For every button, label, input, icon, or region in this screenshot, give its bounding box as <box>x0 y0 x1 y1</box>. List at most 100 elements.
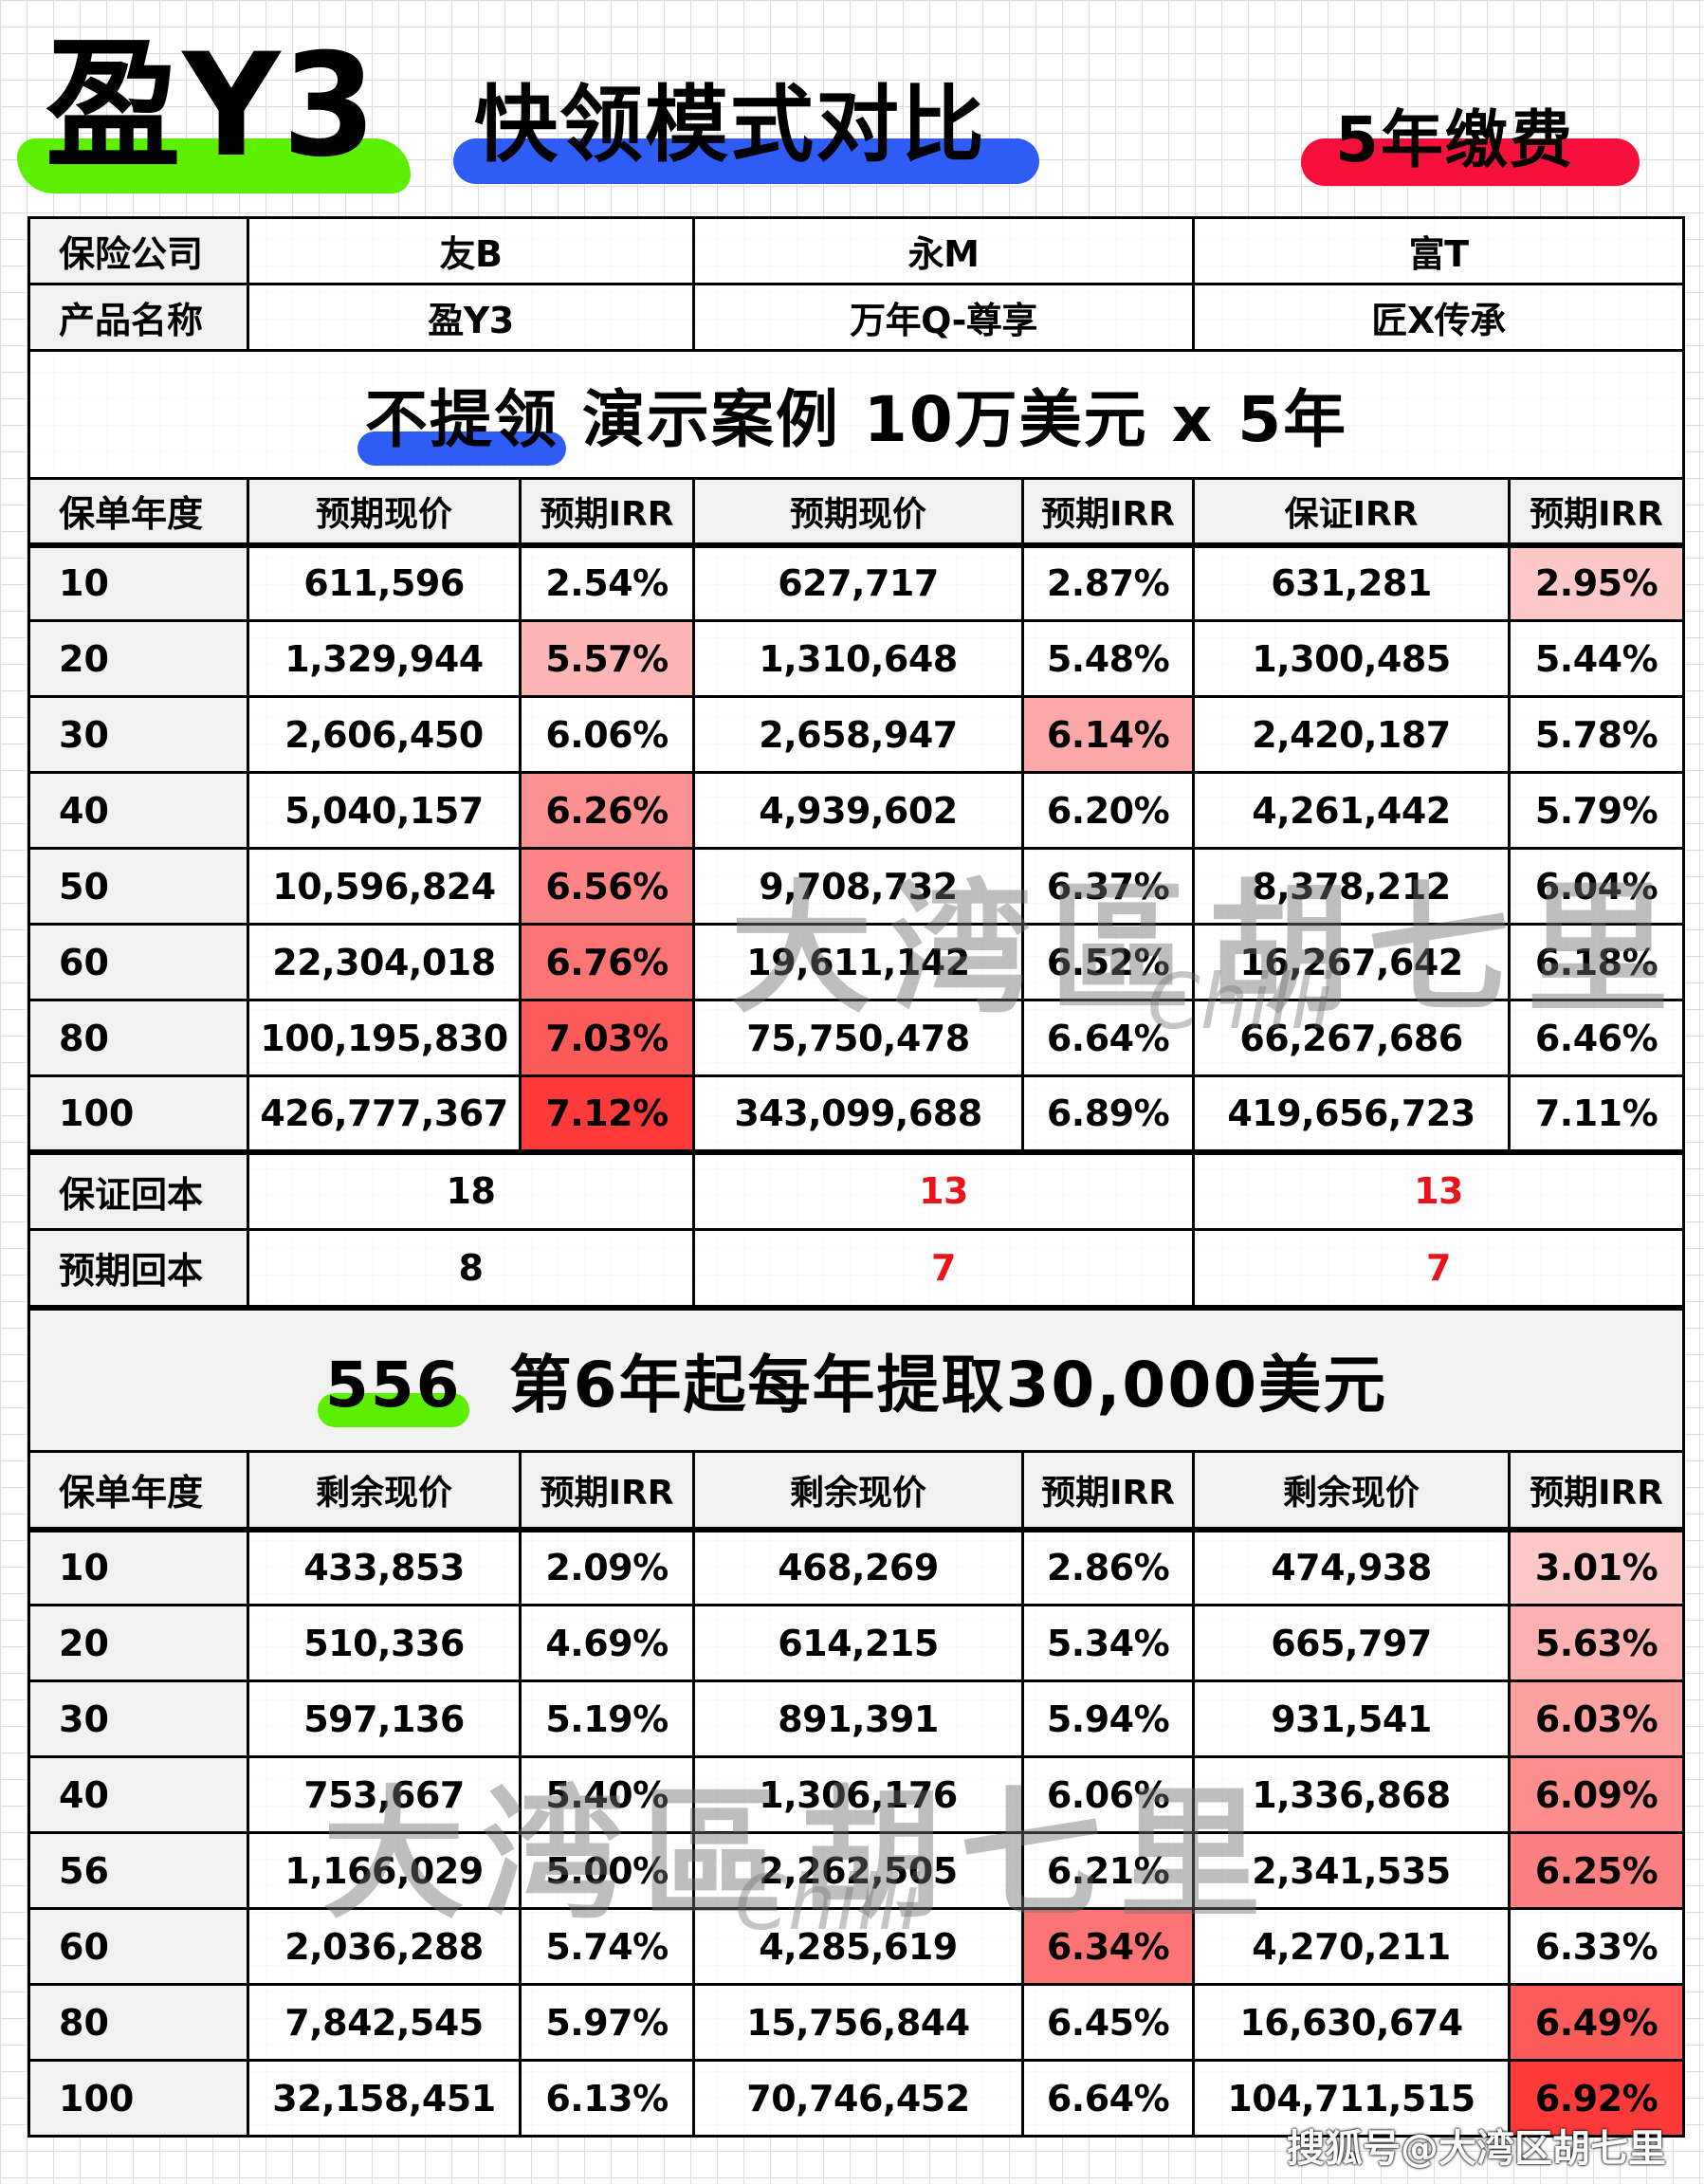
value-cell-col4: 5.34% <box>1020 1604 1196 1682</box>
value-cell-col6: 5.63% <box>1508 1604 1686 1682</box>
company-2: 永M <box>691 216 1196 285</box>
s2-header-col3: 剩余现价 <box>692 1450 1024 1531</box>
value-cell-col3: 614,215 <box>692 1604 1024 1682</box>
value-cell-col3: 468,269 <box>692 1526 1024 1606</box>
value-cell-col4: 6.14% <box>1020 695 1196 774</box>
value-cell-col6: 6.49% <box>1508 1983 1686 2062</box>
value-cell-col5: 419,656,723 <box>1192 1074 1512 1153</box>
value-cell-col1: 7,842,545 <box>247 1983 522 2062</box>
table-row: 100 426,777,367 7.12% 343,099,688 6.89% 419,6… <box>27 1074 1686 1153</box>
value-cell-col4: 6.21% <box>1020 1831 1196 1910</box>
value-cell-col2: 7.03% <box>519 999 695 1077</box>
red-brush-stroke <box>1301 138 1640 186</box>
policy-year-cell: 60 <box>27 923 249 1001</box>
value-cell-col5: 4,261,442 <box>1192 771 1512 850</box>
value-cell-col2: 6.56% <box>519 847 695 926</box>
section1-banner-text: 演示案例 10万美元 x 5年 <box>581 383 1348 456</box>
green-brush-stroke <box>17 138 411 193</box>
value-cell-col5: 631,281 <box>1192 541 1512 622</box>
value-cell-col6: 5.78% <box>1508 695 1686 774</box>
guaranteed-breakeven-3: 13 <box>1192 1148 1686 1231</box>
value-cell-col3: 4,939,602 <box>692 771 1024 850</box>
value-cell-col4: 2.87% <box>1020 541 1196 622</box>
section2-banner: 556 第6年起每年提取30,000美元 <box>27 1304 1686 1453</box>
value-cell-col1: 597,136 <box>247 1679 522 1758</box>
value-cell-col1: 22,304,018 <box>247 923 522 1001</box>
section1-highlight-text: 不提领 <box>364 383 559 456</box>
table-row: 10 611,596 2.54% 627,717 2.87% 631,281 2.95% <box>27 541 1686 622</box>
value-cell-col2: 2.09% <box>519 1526 695 1606</box>
policy-year-cell: 80 <box>27 1983 249 2062</box>
payment-term-tag: 5年缴费 <box>1335 103 1574 176</box>
product-label: 产品名称 <box>27 283 249 352</box>
value-cell-col2: 6.13% <box>519 2059 695 2138</box>
section2-banner-row: 556 第6年起每年提取30,000美元 <box>27 1304 1686 1453</box>
value-cell-col4: 2.86% <box>1020 1526 1196 1606</box>
value-cell-col6: 5.44% <box>1508 619 1686 698</box>
value-cell-col6: 3.01% <box>1508 1526 1686 1606</box>
section2-header-row: 保单年度 剩余现价 预期IRR 剩余现价 预期IRR 剩余现价 预期IRR <box>27 1450 1686 1531</box>
product-3: 匠X传承 <box>1192 283 1686 352</box>
value-cell-col5: 66,267,686 <box>1192 999 1512 1077</box>
value-cell-col2: 5.00% <box>519 1831 695 1910</box>
header-col6: 预期IRR <box>1508 477 1686 546</box>
header-col2: 预期IRR <box>519 477 695 546</box>
value-cell-col6: 2.95% <box>1508 541 1686 622</box>
value-cell-col6: 7.11% <box>1508 1074 1686 1153</box>
value-cell-col4: 5.48% <box>1020 619 1196 698</box>
table-row: 10 433,853 2.09% 468,269 2.86% 474,938 3.01% <box>27 1526 1686 1606</box>
value-cell-col6: 6.46% <box>1508 999 1686 1077</box>
section1-rows: 10 611,596 2.54% 627,717 2.87% 631,281 2.95% 20… <box>27 541 1686 1153</box>
table-row: 60 22,304,018 6.76% 19,611,142 6.52% 16,267,6… <box>27 923 1686 1001</box>
value-cell-col6: 6.92% <box>1508 2059 1686 2138</box>
company-1: 友B <box>247 216 695 285</box>
expected-breakeven-label: 预期回本 <box>27 1228 249 1309</box>
s2-header-col2: 预期IRR <box>519 1450 695 1531</box>
value-cell-col3: 891,391 <box>692 1679 1024 1758</box>
expected-breakeven-row: 预期回本 8 7 7 <box>27 1228 1686 1309</box>
value-cell-col4: 6.34% <box>1020 1907 1196 1986</box>
title-area: 盈Y3 快领模式对比 5年缴费 <box>0 0 1704 216</box>
table-row: 40 753,667 5.40% 1,306,176 6.06% 1,336,868 6.0… <box>27 1755 1686 1834</box>
subtitle: 快领模式对比 <box>474 76 987 174</box>
table-row: 56 1,166,029 5.00% 2,262,505 6.21% 2,341,535 6… <box>27 1831 1686 1910</box>
value-cell-col4: 6.52% <box>1020 923 1196 1001</box>
value-cell-col6: 6.04% <box>1508 847 1686 926</box>
value-cell-col5: 665,797 <box>1192 1604 1512 1682</box>
product-1: 盈Y3 <box>247 283 695 352</box>
value-cell-col1: 2,036,288 <box>247 1907 522 1986</box>
guaranteed-breakeven-1: 18 <box>247 1148 695 1231</box>
product-row: 产品名称 盈Y3 万年Q-尊享 匠X传承 <box>27 283 1686 352</box>
footer-watermark: 搜狐号@大湾区胡七里 <box>1287 2127 1666 2171</box>
value-cell-col3: 2,658,947 <box>692 695 1024 774</box>
value-cell-col1: 611,596 <box>247 541 522 622</box>
section2-highlight: 556 <box>317 1349 469 1428</box>
value-cell-col5: 2,341,535 <box>1192 1831 1512 1910</box>
company-row: 保险公司 友B 永M 富T <box>27 216 1686 285</box>
expected-breakeven-3: 7 <box>1192 1228 1686 1309</box>
header-col3: 预期现价 <box>692 477 1024 546</box>
table-row: 20 510,336 4.69% 614,215 5.34% 665,797 5.63% <box>27 1604 1686 1682</box>
value-cell-col4: 6.45% <box>1020 1983 1196 2062</box>
value-cell-col6: 6.25% <box>1508 1831 1686 1910</box>
expected-breakeven-1: 8 <box>247 1228 695 1309</box>
value-cell-col1: 32,158,451 <box>247 2059 522 2138</box>
value-cell-col5: 931,541 <box>1192 1679 1512 1758</box>
section1-banner: 不提领 演示案例 10万美元 x 5年 <box>27 349 1686 480</box>
header-col4: 预期IRR <box>1020 477 1196 546</box>
value-cell-col3: 627,717 <box>692 541 1024 622</box>
value-cell-col4: 6.06% <box>1020 1755 1196 1834</box>
value-cell-col3: 1,306,176 <box>692 1755 1024 1834</box>
section1-header-row: 保单年度 预期现价 预期IRR 预期现价 预期IRR 保证IRR 预期IRR <box>27 477 1686 546</box>
s2-header-col4: 预期IRR <box>1020 1450 1196 1531</box>
policy-year-cell: 60 <box>27 1907 249 1986</box>
value-cell-col6: 6.33% <box>1508 1907 1686 1986</box>
value-cell-col3: 15,756,844 <box>692 1983 1024 2062</box>
value-cell-col6: 6.03% <box>1508 1679 1686 1758</box>
table-row: 30 597,136 5.19% 891,391 5.94% 931,541 6.03% <box>27 1679 1686 1758</box>
table-row: 20 1,329,944 5.57% 1,310,648 5.48% 1,300,485 5… <box>27 619 1686 698</box>
table-row: 80 7,842,545 5.97% 15,756,844 6.45% 16,630,67… <box>27 1983 1686 2062</box>
value-cell-col4: 6.20% <box>1020 771 1196 850</box>
value-cell-col2: 5.19% <box>519 1679 695 1758</box>
value-cell-col5: 4,270,211 <box>1192 1907 1512 1986</box>
